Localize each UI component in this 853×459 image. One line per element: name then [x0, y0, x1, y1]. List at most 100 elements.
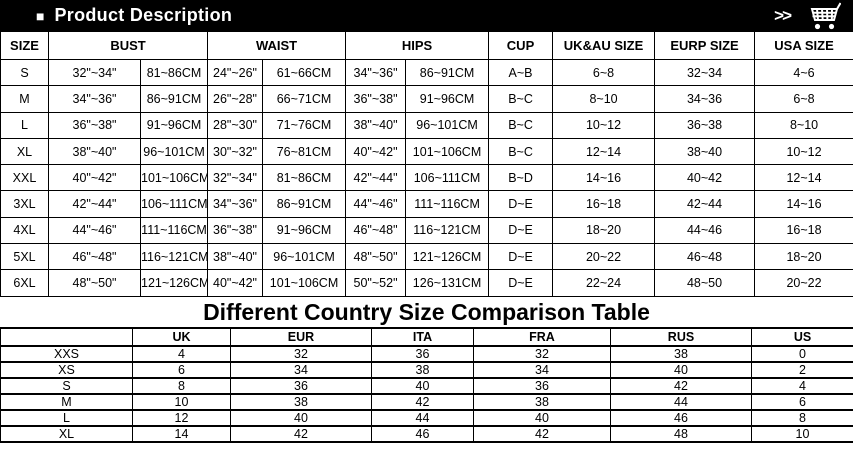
- size-chart-cell: 46"~48": [48, 243, 141, 271]
- size-chart-cell: 76~81CM: [262, 137, 347, 166]
- size-chart-cell: 40~42: [654, 164, 756, 192]
- size-chart-cell: 42"~44": [48, 190, 141, 218]
- more-chevrons[interactable]: >>: [774, 5, 792, 25]
- row-size-label: M: [0, 392, 133, 411]
- size-chart-cell: 14~16: [754, 190, 853, 218]
- size-chart-cell: 36"~38": [48, 111, 141, 139]
- size-chart-cell: 91~96CM: [139, 111, 209, 139]
- size-chart-cell: D~E: [488, 269, 554, 297]
- row-size-label: XXL: [0, 164, 49, 192]
- country-size-comparison-table: UK EUR ITA FRA RUS US XXS 4 32 36 32 38 0 XS 6 34…: [0, 326, 853, 443]
- size-chart-cell: 96~101CM: [405, 111, 490, 139]
- size-chart-cell: 8~10: [552, 85, 656, 113]
- size-chart-cell: 50"~52": [345, 269, 407, 297]
- row-size-label: M: [0, 85, 49, 113]
- size-chart-cell: 91~96CM: [262, 216, 347, 245]
- size-chart-cell: 6~8: [552, 58, 656, 87]
- row-size-label: 4XL: [0, 216, 49, 245]
- size-chart-cell: 91~96CM: [405, 85, 490, 113]
- comparison-cell: 40: [473, 408, 611, 427]
- col-header-ukau: UK&AU SIZE: [552, 31, 656, 60]
- size-chart-cell: 42"~44": [345, 164, 407, 192]
- table-row: XXL 40"~42" 101~106CM 32"~34" 81~86CM 42"~44"…: [0, 164, 853, 192]
- size-chart-cell: 116~121CM: [139, 243, 209, 271]
- size-chart-cell: 116~121CM: [405, 216, 490, 245]
- comparison-cell: 48: [610, 424, 752, 443]
- comparison-cell: 36: [371, 344, 474, 363]
- comparison-table-header-row: UK EUR ITA FRA RUS US: [0, 326, 853, 347]
- size-chart-cell: 106~111CM: [405, 164, 490, 192]
- row-size-label: S: [0, 376, 133, 395]
- size-chart-cell: 36"~38": [345, 85, 407, 113]
- size-chart-cell: 96~101CM: [262, 243, 347, 271]
- size-chart-cell: 86~91CM: [139, 85, 209, 113]
- shopping-cart-icon[interactable]: [804, 1, 841, 30]
- col-header-cup: CUP: [488, 31, 554, 60]
- size-chart-cell: 48~50: [654, 269, 756, 297]
- size-chart-cell: 86~91CM: [262, 190, 347, 218]
- row-size-label: S: [0, 58, 49, 87]
- size-chart-cell: 34"~36": [48, 85, 141, 113]
- size-chart-cell: 61~66CM: [262, 58, 347, 87]
- size-chart-cell: 34"~36": [345, 58, 407, 87]
- size-chart-cell: 16~18: [754, 216, 853, 245]
- section-title: Product Description: [54, 5, 233, 25]
- comparison-cell: 0: [751, 344, 853, 363]
- comparison-cell: 42: [230, 424, 372, 443]
- col-header-size: SIZE: [0, 31, 49, 60]
- comparison-cell: 42: [473, 424, 611, 443]
- size-chart-cell: 40"~42": [345, 137, 407, 166]
- size-chart-cell: 22~24: [552, 269, 656, 297]
- size-chart-cell: D~E: [488, 243, 554, 271]
- size-chart-cell: 36"~38": [207, 216, 264, 245]
- comparison-cell: 36: [473, 376, 611, 395]
- bullet-square-icon: ■: [36, 7, 45, 24]
- col-header-fra: FRA: [473, 326, 611, 347]
- size-chart-cell: B~C: [488, 137, 554, 166]
- size-chart-cell: 6~8: [754, 85, 853, 113]
- col-header-rus: RUS: [610, 326, 752, 347]
- table-row: 4XL 44"~46" 111~116CM 36"~38" 91~96CM 46"~48"…: [0, 216, 853, 245]
- size-chart-cell: 42~44: [654, 190, 756, 218]
- comparison-cell: 8: [751, 408, 853, 427]
- comparison-cell: 36: [230, 376, 372, 395]
- size-chart-cell: 101~106CM: [262, 269, 347, 297]
- row-size-label: 5XL: [0, 243, 49, 271]
- size-chart-cell: 111~116CM: [405, 190, 490, 218]
- col-header-bust: BUST: [47, 31, 209, 60]
- comparison-cell: 10: [751, 424, 853, 443]
- size-chart-cell: 106~111CM: [139, 190, 209, 218]
- size-table-header-row: SIZE BUST WAIST HIPS CUP UK&AU SIZE EURP…: [0, 31, 853, 60]
- size-chart-cell: 24"~26": [207, 58, 264, 87]
- size-chart-cell: 20~22: [754, 269, 853, 297]
- size-chart-cell: B~C: [488, 85, 554, 113]
- size-chart-cell: 34"~36": [207, 190, 264, 218]
- size-chart-cell: 16~18: [552, 190, 656, 218]
- table-row: M 34"~36" 86~91CM 26"~28" 66~71CM 36"~38" 91~9…: [0, 85, 853, 113]
- size-chart-cell: 14~16: [552, 164, 656, 192]
- size-chart-cell: 8~10: [754, 111, 853, 139]
- table-row: 6XL 48"~50" 121~126CM 40"~42" 101~106CM 50"~5…: [0, 269, 853, 297]
- comparison-cell: 34: [473, 360, 611, 379]
- comparison-table-title: Different Country Size Comparison Table: [203, 298, 650, 325]
- size-chart-cell: 44~46: [654, 216, 756, 245]
- table-row: XL 38"~40" 96~101CM 30"~32" 76~81CM 40"~42" 10…: [0, 137, 853, 166]
- size-chart-cell: 40"~42": [48, 164, 141, 192]
- table-row: 3XL 42"~44" 106~111CM 34"~36" 86~91CM 44"~46"…: [0, 190, 853, 218]
- size-chart-cell: 28"~30": [207, 111, 264, 139]
- size-chart-cell: 12~14: [552, 137, 656, 166]
- comparison-cell: 8: [132, 376, 231, 395]
- size-chart-cell: 20~22: [552, 243, 656, 271]
- size-chart-cell: 32~34: [654, 58, 756, 87]
- row-size-label: 6XL: [0, 269, 49, 297]
- size-chart-cell: D~E: [488, 216, 554, 245]
- size-chart-cell: A~B: [488, 58, 554, 87]
- size-chart-cell: 126~131CM: [405, 269, 490, 297]
- size-chart-cell: 36~38: [654, 111, 756, 139]
- size-chart-cell: 18~20: [552, 216, 656, 245]
- size-chart-cell: 38"~40": [48, 137, 141, 166]
- col-header-blank: [0, 326, 133, 347]
- table-row: XXS 4 32 36 32 38 0: [0, 344, 853, 363]
- comparison-cell: 44: [610, 392, 752, 411]
- size-chart-cell: 101~106CM: [139, 164, 209, 192]
